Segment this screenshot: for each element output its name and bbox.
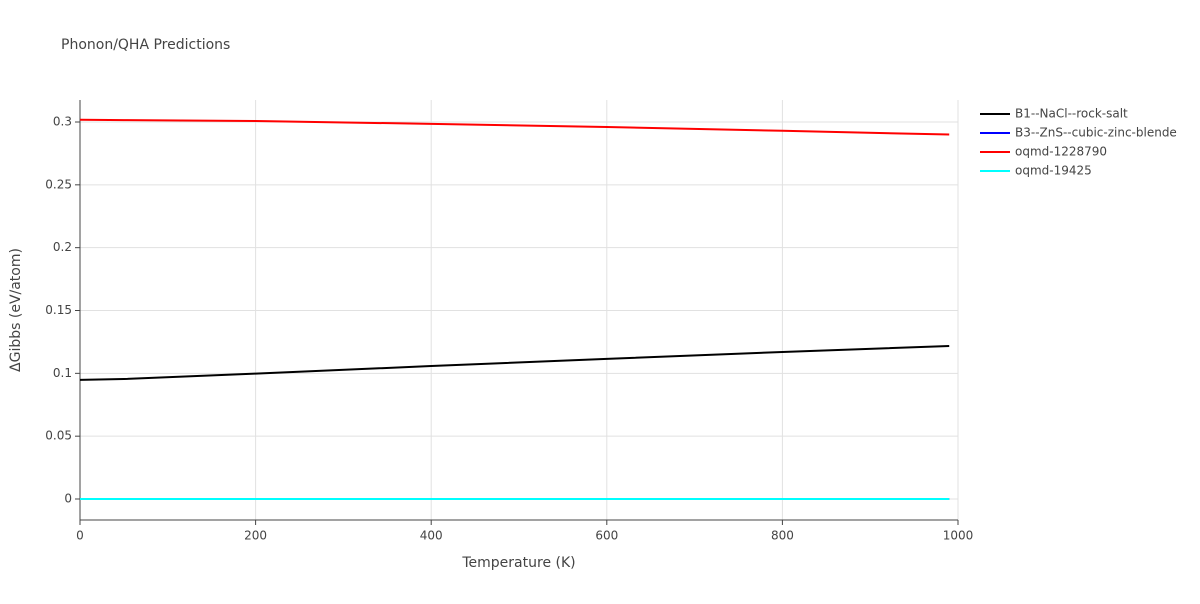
legend-label: B1--NaCl--rock-salt <box>1015 107 1128 121</box>
y-tick-label: 0.15 <box>45 303 72 317</box>
legend-label: oqmd-1228790 <box>1015 145 1107 159</box>
y-tick-label: 0.3 <box>53 114 72 128</box>
legend-label: oqmd-19425 <box>1015 164 1092 178</box>
x-tick-label: 600 <box>595 529 618 543</box>
y-axis-title: ΔGibbs (eV/atom) <box>8 248 24 372</box>
y-tick-label: 0.1 <box>53 366 72 380</box>
x-tick-label: 200 <box>244 529 267 543</box>
y-tick-label: 0 <box>64 492 72 506</box>
series-line <box>79 344 950 381</box>
legend-label: B3--ZnS--cubic-zinc-blende <box>1015 126 1177 140</box>
x-tick-label: 1000 <box>943 529 974 543</box>
x-tick-label: 800 <box>771 529 794 543</box>
y-tick-label: 0.2 <box>53 240 72 254</box>
y-tick-label: 0.05 <box>45 429 72 443</box>
x-axis-title: Temperature (K) <box>461 555 575 571</box>
x-tick-label: 0 <box>76 529 84 543</box>
series-line <box>79 118 950 136</box>
y-tick-label: 0.25 <box>45 177 72 191</box>
x-tick-label: 400 <box>420 529 443 543</box>
chart-title: Phonon/QHA Predictions <box>61 37 230 53</box>
